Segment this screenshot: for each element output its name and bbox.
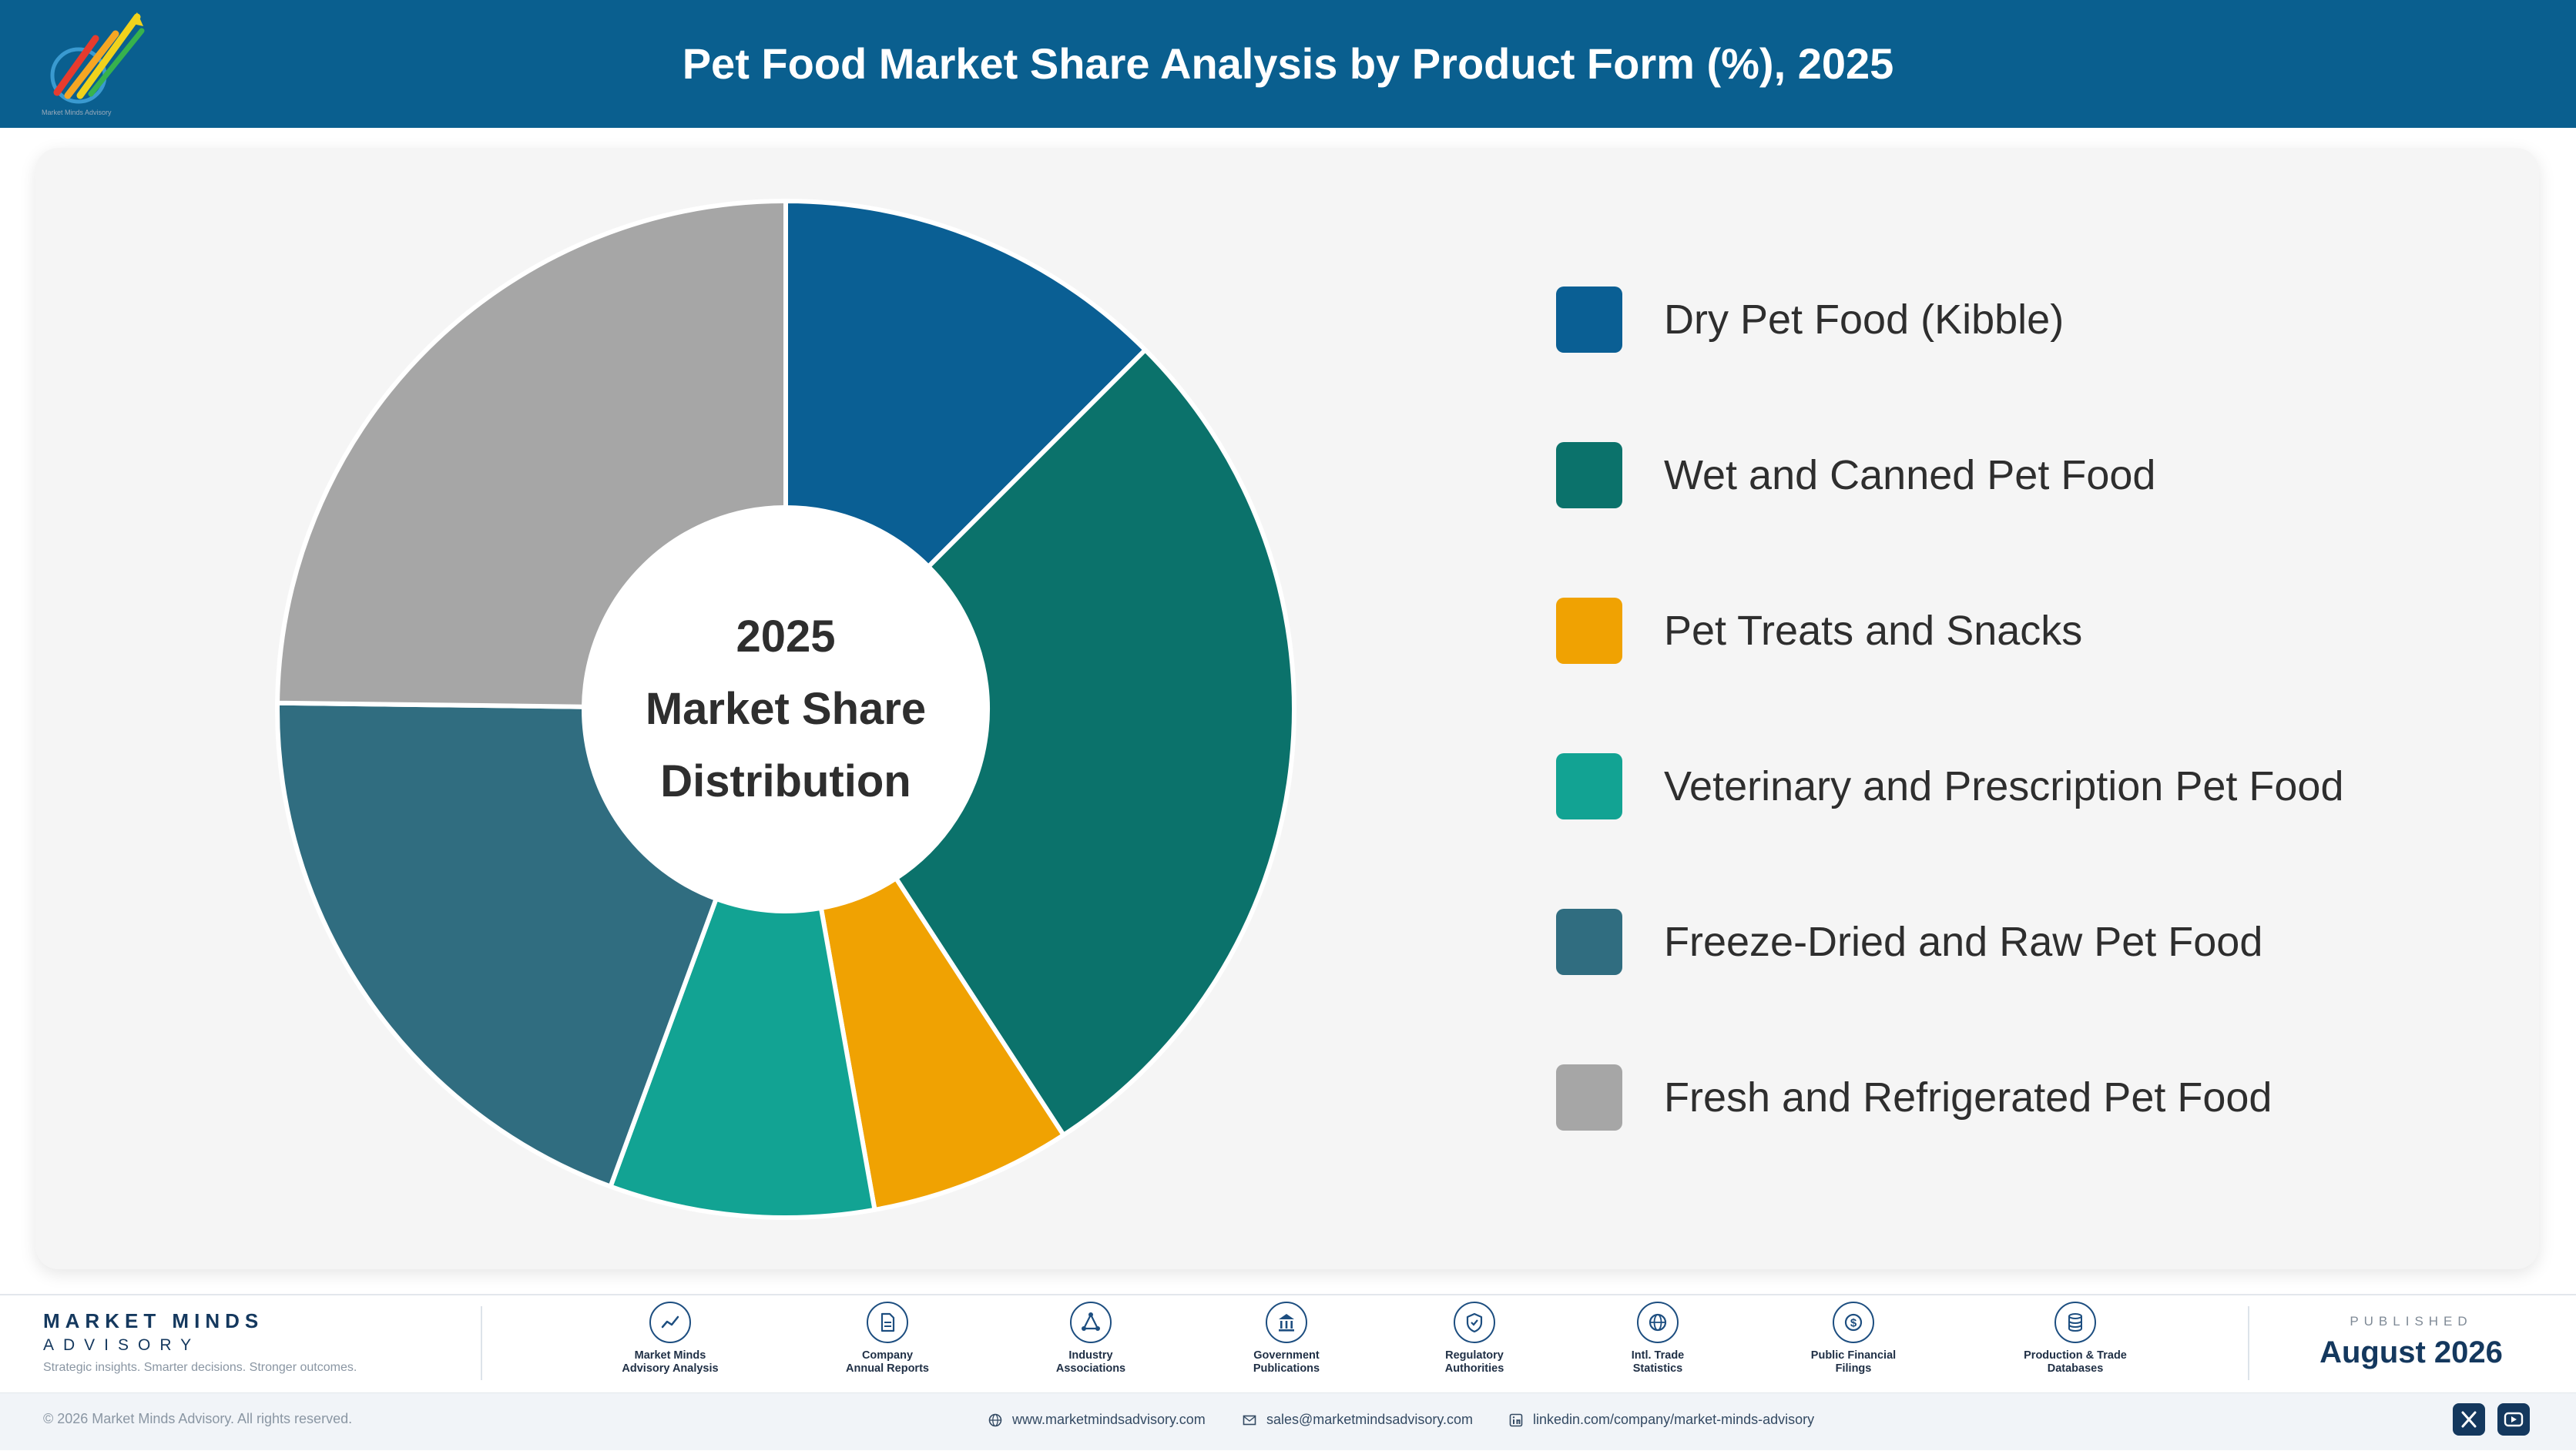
- youtube-icon[interactable]: [2497, 1403, 2530, 1436]
- legend-label: Fresh and Refrigerated Pet Food: [1664, 1074, 2272, 1121]
- legend-label: Freeze-Dried and Raw Pet Food: [1664, 919, 2263, 965]
- center-label-year: 2025: [736, 612, 836, 662]
- header-bar: Market Minds Advisory Pet Food Market Sh…: [0, 0, 2576, 128]
- published-block: PUBLISHED August 2026: [2265, 1314, 2558, 1370]
- donut-slice: [275, 199, 788, 709]
- legend-item: Fresh and Refrigerated Pet Food: [1556, 1064, 2480, 1132]
- source-label: Market Minds Advisory Analysis: [622, 1349, 719, 1375]
- document-icon: [867, 1302, 908, 1343]
- globe-icon: [988, 1413, 1002, 1427]
- linkedin-icon: [1509, 1413, 1523, 1427]
- copyright: © 2026 Market Minds Advisory. All rights…: [43, 1411, 353, 1426]
- legend-swatch: [1556, 753, 1622, 819]
- donut-slice: [783, 199, 1148, 569]
- email-link[interactable]: sales@marketmindsadvisory.com: [1242, 1408, 1496, 1431]
- legend-item: Wet and Canned Pet Food: [1556, 442, 2480, 510]
- logo-caption: Market Minds Advisory: [42, 109, 112, 116]
- donut-slice: [818, 876, 1066, 1212]
- source-trade-databases: Production & Trade Databases: [1991, 1302, 2160, 1376]
- rising-arrows-globe-logo: [50, 12, 145, 104]
- legend-swatch: [1556, 442, 1622, 508]
- legend-swatch: [1556, 909, 1622, 975]
- website-text: www.marketmindsadvisory.com: [1012, 1412, 1206, 1427]
- donut-hole: [585, 509, 986, 910]
- source-label: Company Annual Reports: [846, 1349, 929, 1375]
- legend-swatch: [1556, 287, 1622, 353]
- source-company-reports: Company Annual Reports: [803, 1302, 972, 1376]
- linkedin-text: linkedin.com/company/market-minds-adviso…: [1533, 1412, 1815, 1427]
- x-icon[interactable]: [2453, 1403, 2485, 1436]
- brand-tagline: Strategic insights. Smarter decisions. S…: [43, 1361, 357, 1374]
- dollar-coin-icon: $: [1833, 1302, 1874, 1343]
- brand-sub: ADVISORY: [43, 1336, 201, 1354]
- published-date: August 2026: [2319, 1335, 2503, 1369]
- source-label: Production & Trade Databases: [2024, 1349, 2127, 1375]
- source-label: Regulatory Authorities: [1444, 1349, 1504, 1375]
- mail-icon: [1243, 1415, 1256, 1426]
- svg-text:$: $: [1850, 1317, 1857, 1330]
- center-label-line-2: Market Share: [645, 684, 927, 734]
- donut-center-label: 2025 Market Share Distribution: [616, 601, 955, 818]
- donut-slice: [275, 700, 719, 1189]
- source-label: Intl. Trade Statistics: [1631, 1349, 1685, 1375]
- legend-label: Pet Treats and Snacks: [1664, 608, 2083, 654]
- page-title: Pet Food Market Share Analysis by Produc…: [682, 39, 1894, 88]
- published-label: PUBLISHED: [2350, 1314, 2473, 1329]
- legend-label: Wet and Canned Pet Food: [1664, 452, 2156, 498]
- bottom-bar: [0, 1392, 2576, 1450]
- donut-slice: [894, 347, 1296, 1138]
- source-label: Public Financial Filings: [1810, 1349, 1897, 1375]
- footer-divider: [2248, 1306, 2249, 1380]
- legend-item: Pet Treats and Snacks: [1556, 598, 2480, 665]
- website-link[interactable]: www.marketmindsadvisory.com: [988, 1408, 1242, 1431]
- shield-check-icon: [1454, 1302, 1495, 1343]
- center-label-line-3: Distribution: [660, 756, 911, 806]
- legend-label: Dry Pet Food (Kibble): [1664, 297, 2064, 343]
- legend-item: Dry Pet Food (Kibble): [1556, 287, 2480, 354]
- source-trade-statistics: Intl. Trade Statistics: [1573, 1302, 1742, 1376]
- source-regulatory-authorities: Regulatory Authorities: [1390, 1302, 1559, 1376]
- source-government-publications: Government Publications: [1202, 1302, 1371, 1376]
- legend-label: Veterinary and Prescription Pet Food: [1664, 763, 2344, 809]
- brand-name: MARKET MINDS: [43, 1309, 264, 1332]
- source-financial-filings: $ Public Financial Filings: [1769, 1302, 1938, 1376]
- government-building-icon: [1266, 1302, 1307, 1343]
- source-market-minds-analysis: Market Minds Advisory Analysis: [585, 1302, 755, 1376]
- email-text: sales@marketmindsadvisory.com: [1266, 1412, 1474, 1427]
- source-industry-associations: Industry Associations: [1006, 1302, 1176, 1376]
- footer-divider: [481, 1306, 482, 1380]
- donut-slice: [608, 896, 877, 1220]
- source-label: Industry Associations: [1055, 1349, 1126, 1375]
- linkedin-link[interactable]: linkedin.com/company/market-minds-adviso…: [1508, 1408, 1832, 1431]
- network-icon: [1070, 1302, 1112, 1343]
- legend-swatch: [1556, 1064, 1622, 1131]
- donut-chart: [275, 199, 1296, 1220]
- globe-icon: [1637, 1302, 1679, 1343]
- legend-item: Freeze-Dried and Raw Pet Food: [1556, 909, 2480, 977]
- source-label: Government Publications: [1253, 1349, 1320, 1375]
- footer-brand: MARKET MINDS ADVISORY Strategic insights…: [43, 1309, 357, 1375]
- database-icon: [2054, 1302, 2096, 1343]
- trend-line-icon: [649, 1302, 691, 1343]
- legend-item: Veterinary and Prescription Pet Food: [1556, 753, 2480, 821]
- legend-swatch: [1556, 598, 1622, 664]
